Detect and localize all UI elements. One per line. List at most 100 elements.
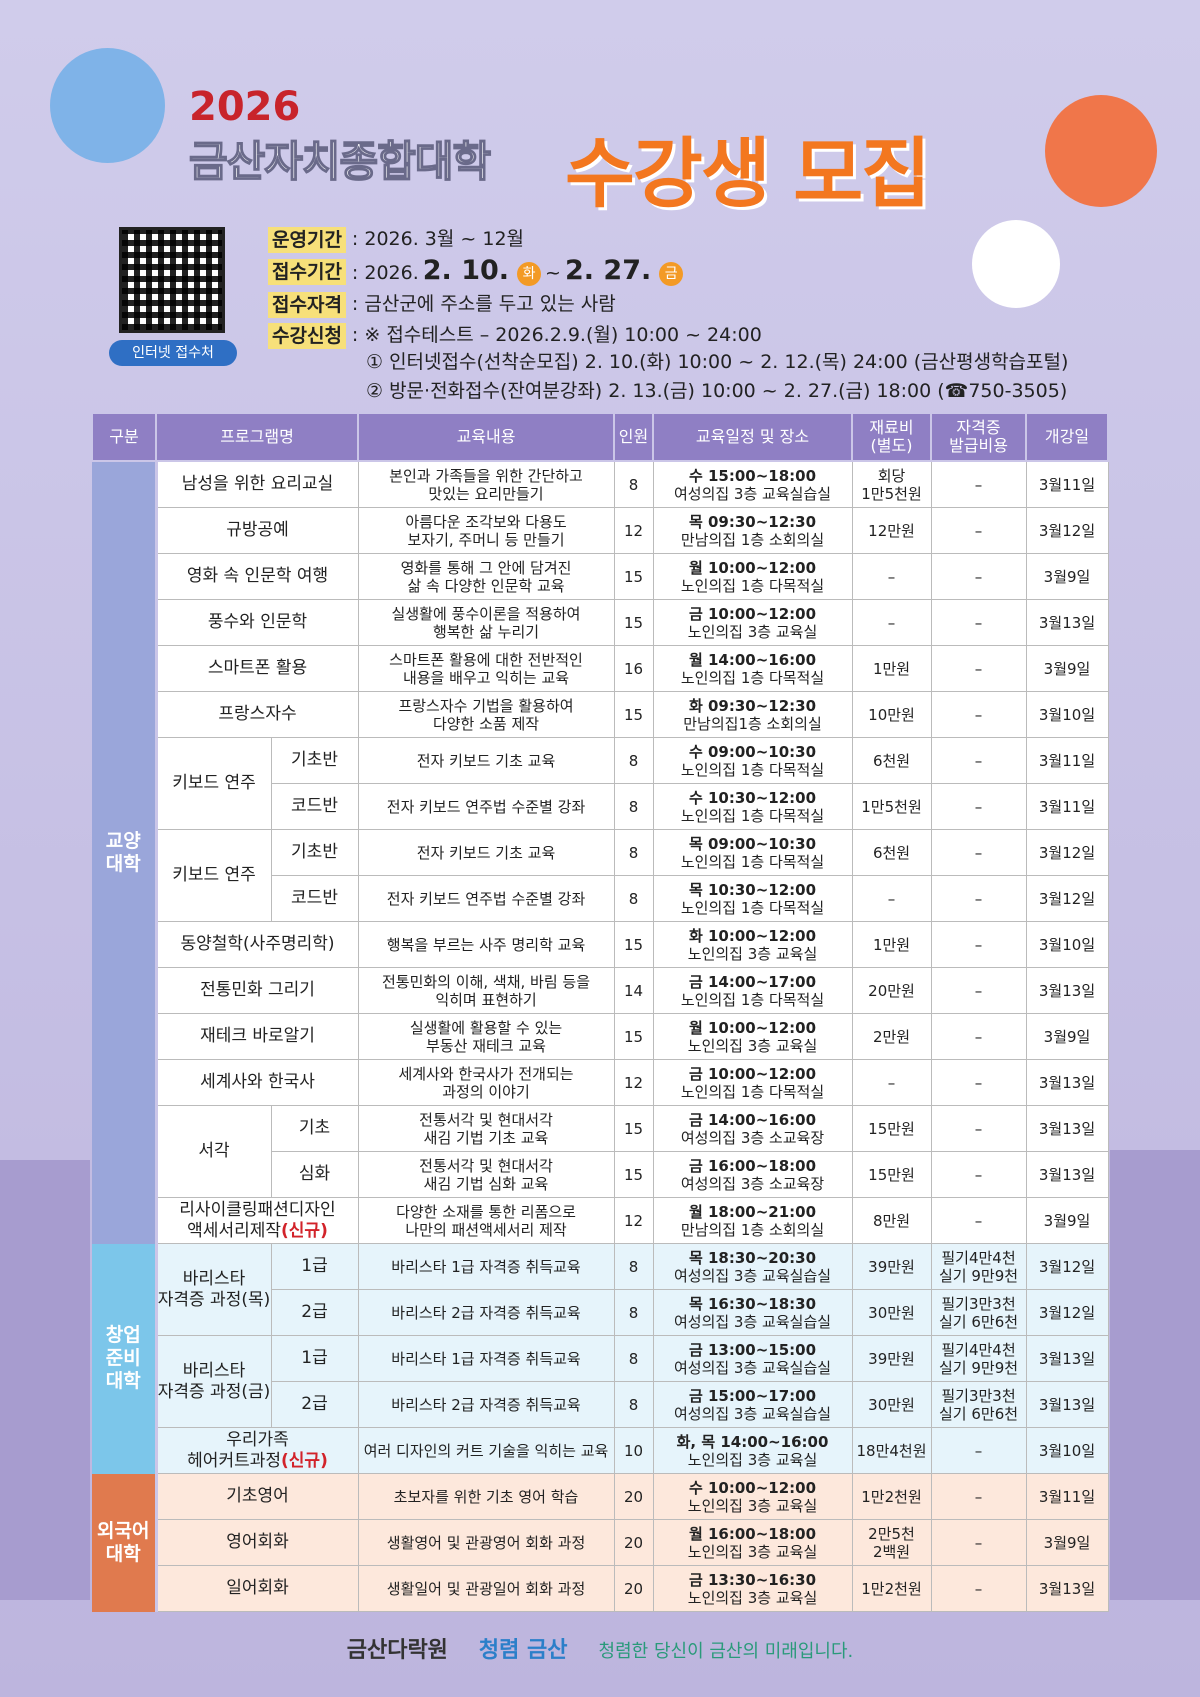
course-row: 규방공예 아름다운 조각보와 다용도 보자기, 주머니 등 만들기 12 목 09:3… xyxy=(92,507,1109,554)
capacity: 15 xyxy=(613,691,654,738)
place: 노인의집 3층 교육실 xyxy=(687,622,818,641)
column-header: 교육일정 및 장소 xyxy=(652,412,854,462)
content: 바리스타 1급 자격증 취득교육 xyxy=(357,1243,615,1290)
schedule-cell: 월 18:00~21:00 만남의집 1층 소회의실 xyxy=(652,1197,853,1244)
capacity: 10 xyxy=(613,1427,654,1474)
place: 노인의집 1층 다목적실 xyxy=(680,990,825,1009)
course-row: 키보드 연주 기초반 전자 키보드 기초 교육 8 목 09:00~10:30 노인의집 … xyxy=(92,829,1109,922)
cert-fee: – xyxy=(930,460,1027,508)
course-row: 전통민화 그리기 전통민화의 이해, 색채, 바림 등을 익히며 표현하기 14 금 … xyxy=(92,967,1109,1014)
content: 영화를 통해 그 안에 담겨진 삶 속 다양한 인문학 교육 xyxy=(357,553,615,600)
start-date: 3월13일 xyxy=(1025,1381,1109,1428)
course-row: 키보드 연주 기초반 전자 키보드 기초 교육 8 수 09:00~10:30 노인의집 … xyxy=(92,737,1109,830)
illustration xyxy=(50,48,165,163)
course-row: 서각 기초 전통서각 및 현대서각 새김 기법 기초 교육 15 금 14:00~16:… xyxy=(92,1105,1109,1198)
place: 만남의집1층 소회의실 xyxy=(683,714,822,733)
cert-fee: 필기3만3천 실기 6만6천 xyxy=(930,1381,1027,1428)
content: 생활영어 및 관광영어 회화 과정 xyxy=(357,1519,615,1566)
start-date: 3월13일 xyxy=(1025,1151,1109,1198)
schedule: 수 15:00~18:00 xyxy=(688,466,817,485)
start-date: 3월9일 xyxy=(1025,645,1109,692)
place: 노인의집 3층 교육실 xyxy=(687,1588,818,1607)
year: 2026 xyxy=(189,84,301,130)
capacity: 8 xyxy=(613,875,654,922)
capacity: 20 xyxy=(613,1519,654,1566)
logo: 금산다락원 xyxy=(346,1638,448,1663)
start-date: 3월9일 xyxy=(1025,1013,1109,1060)
schedule-cell: 금 14:00~17:00 노인의집 1층 다목적실 xyxy=(652,967,853,1014)
content: 전통서각 및 현대서각 새김 기법 심화 교육 xyxy=(357,1151,615,1198)
qr-code xyxy=(119,227,225,333)
column-header: 자격증 발급비용 xyxy=(930,412,1028,462)
content: 전자 키보드 연주법 수준별 강좌 xyxy=(357,875,615,922)
schedule-cell: 수 09:00~10:30 노인의집 1층 다목적실 xyxy=(652,737,853,784)
schedule-cell: 금 13:00~15:00 여성의집 3층 교육실습실 xyxy=(652,1335,853,1382)
cert-fee: – xyxy=(930,1519,1027,1566)
program-title: 일어회화 xyxy=(226,1578,289,1599)
fee: 1만2천원 xyxy=(851,1565,932,1612)
weekday: 금 xyxy=(659,261,684,286)
program-name: 영어회화 xyxy=(155,1519,359,1566)
place: 노인의집 1층 다목적실 xyxy=(680,898,825,917)
column-header: 재료비 (별도) xyxy=(851,412,933,462)
schedule-cell: 금 16:00~18:00 여성의집 3층 소교육장 xyxy=(652,1151,853,1198)
schedule-cell: 화 10:00~12:00 노인의집 3층 교육실 xyxy=(652,921,853,968)
fee: 8만원 xyxy=(851,1197,932,1244)
sub-course: 기초반 xyxy=(270,737,359,784)
program-name: 우리가족 헤어커트과정(신규) xyxy=(155,1427,359,1474)
info-value: : ※ 접수테스트 – 2026.2.9.(월) 10:00 ~ 24:00 xyxy=(351,324,762,346)
content: 세계사와 한국사가 전개되는 과정의 이야기 xyxy=(357,1059,615,1106)
start-date: 3월13일 xyxy=(1025,1059,1109,1106)
fee: – xyxy=(851,553,932,600)
program-name: 바리스타 자격증 과정(금) xyxy=(155,1335,272,1428)
start-date: 3월13일 xyxy=(1025,1335,1109,1382)
start-date: 3월12일 xyxy=(1025,1289,1109,1336)
place: 노인의집 3층 교육실 xyxy=(687,1496,818,1515)
place: 노인의집 3층 교육실 xyxy=(687,1542,818,1561)
cert-fee: – xyxy=(930,783,1027,830)
start-date: 3월11일 xyxy=(1025,737,1109,784)
qr-label: 인터넷 접수처 xyxy=(109,340,237,366)
schedule-cell: 금 15:00~17:00 여성의집 3층 교육실습실 xyxy=(652,1381,853,1428)
fee: 12만원 xyxy=(851,507,932,554)
fee: 30만원 xyxy=(851,1381,932,1428)
program-name: 키보드 연주 xyxy=(155,829,272,922)
capacity: 15 xyxy=(613,599,654,646)
start-date: 3월11일 xyxy=(1025,1473,1109,1520)
schedule-cell: 목 16:30~18:30 여성의집 3층 교육실습실 xyxy=(652,1289,853,1336)
fee: 회당 1만5천원 xyxy=(851,460,932,508)
place: 만남의집 1층 소회의실 xyxy=(680,1220,825,1239)
fee: 15만원 xyxy=(851,1151,932,1198)
course-row: 코드반 전자 키보드 연주법 수준별 강좌 8 목 10:30~12:00 노인의집 1… xyxy=(92,875,1109,922)
info-label: 접수자격 xyxy=(268,291,346,318)
course-row: 바리스타 자격증 과정(금) 1급 바리스타 1급 자격증 취득교육 8 금 13:00… xyxy=(92,1335,1109,1428)
schedule: 금 13:30~16:30 xyxy=(688,1570,817,1589)
program-name: 동양철학(사주명리학) xyxy=(155,921,359,968)
fee: 2만원 xyxy=(851,1013,932,1060)
schedule: 화 10:00~12:00 xyxy=(688,926,817,945)
title: 금산자치종합대학 xyxy=(188,136,492,187)
info-value: ① 인터넷접수(선착순모집) 2. 10.(화) 10:00 ~ 2. 12.(… xyxy=(366,351,1069,373)
fee: 1만원 xyxy=(851,921,932,968)
schedule: 수 10:30~12:00 xyxy=(688,788,817,807)
cert-fee: – xyxy=(930,1013,1027,1060)
info-label: 운영기간 xyxy=(268,226,346,253)
course-row: 2급 바리스타 2급 자격증 취득교육 8 목 16:30~18:30 여성의집 3층 … xyxy=(92,1289,1109,1336)
content: 바리스타 2급 자격증 취득교육 xyxy=(357,1289,615,1336)
capacity: 16 xyxy=(613,645,654,692)
slogan: 청렴한 당신이 금산의 미래입니다. xyxy=(598,1641,854,1662)
place: 노인의집 1층 다목적실 xyxy=(680,852,825,871)
content: 행복을 부르는 사주 명리학 교육 xyxy=(357,921,615,968)
fee: 15만원 xyxy=(851,1105,932,1152)
course-row: 동양철학(사주명리학) 행복을 부르는 사주 명리학 교육 15 화 10:00~12… xyxy=(92,921,1109,968)
cert-fee: – xyxy=(930,645,1027,692)
cert-fee: – xyxy=(930,1197,1027,1244)
info-value: ② 방문·전화접수(잔여분강좌) 2. 13.(금) 10:00 ~ 2. 27… xyxy=(366,380,1068,402)
schedule: 화 09:30~12:30 xyxy=(688,696,817,715)
campaign: 청렴 금산 xyxy=(478,1638,568,1663)
schedule: 월 10:00~12:00 xyxy=(688,558,817,577)
cert-fee: 필기4만4천 실기 9만9천 xyxy=(930,1243,1027,1290)
date: 2. 10. xyxy=(422,255,510,286)
info: 운영기간: 2026. 3월 ~ 12월 접수기간: 2026. 2. 10. 화 ~… xyxy=(268,224,762,351)
